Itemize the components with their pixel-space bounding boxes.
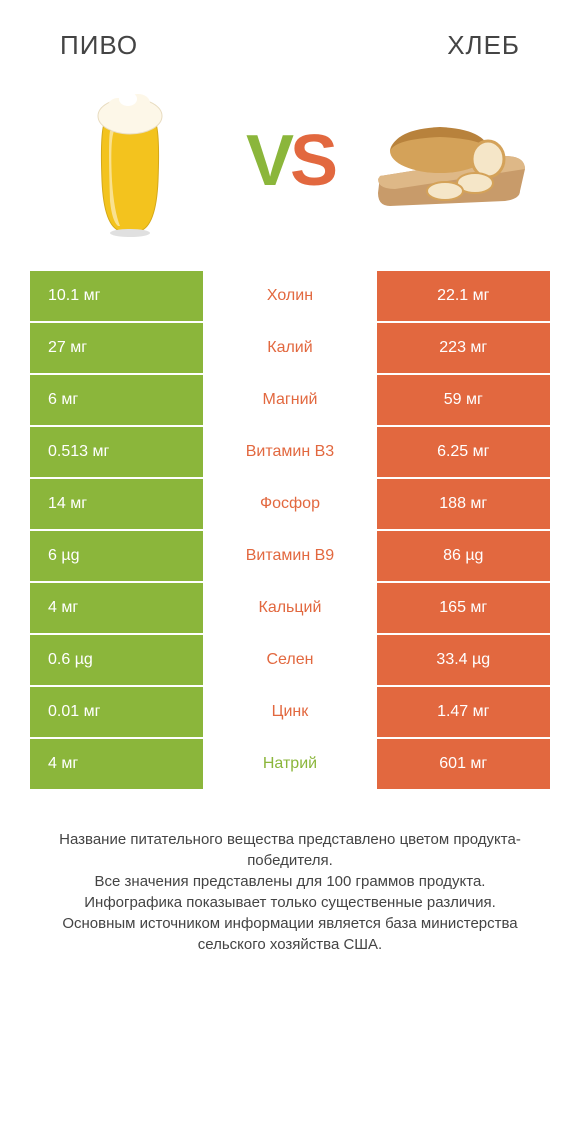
nutrient-row: 4 мгКальций165 мг — [30, 583, 550, 633]
right-value-cell: 165 мг — [377, 583, 550, 633]
footer-line-2: Все значения представлены для 100 граммо… — [40, 871, 540, 892]
left-value-cell: 0.6 µg — [30, 635, 203, 685]
vs-s-letter: S — [290, 121, 334, 201]
nutrient-name-cell: Калий — [203, 323, 376, 373]
nutrient-row: 27 мгКалий223 мг — [30, 323, 550, 373]
nutrient-name-cell: Витамин B9 — [203, 531, 376, 581]
left-value-cell: 6 µg — [30, 531, 203, 581]
nutrient-name-cell: Селен — [203, 635, 376, 685]
nutrient-name-cell: Натрий — [203, 739, 376, 789]
vs-v-letter: V — [246, 121, 290, 201]
images-row: VS — [30, 81, 550, 271]
nutrient-row: 14 мгФосфор188 мг — [30, 479, 550, 529]
right-value-cell: 33.4 µg — [377, 635, 550, 685]
nutrient-table: 10.1 мгХолин22.1 мг27 мгКалий223 мг6 мгМ… — [30, 271, 550, 789]
right-title: ХЛЕБ — [447, 30, 520, 61]
nutrient-row: 0.513 мгВитамин B36.25 мг — [30, 427, 550, 477]
footer-text: Название питательного вещества представл… — [30, 829, 550, 955]
left-value-cell: 10.1 мг — [30, 271, 203, 321]
nutrient-row: 0.01 мгЦинк1.47 мг — [30, 687, 550, 737]
left-value-cell: 4 мг — [30, 583, 203, 633]
left-title: ПИВО — [60, 30, 138, 61]
nutrient-name-cell: Цинк — [203, 687, 376, 737]
footer-line-1: Название питательного вещества представл… — [40, 829, 540, 871]
nutrient-row: 6 мгМагний59 мг — [30, 375, 550, 425]
right-value-cell: 22.1 мг — [377, 271, 550, 321]
nutrient-name-cell: Холин — [203, 271, 376, 321]
nutrient-row: 6 µgВитамин B986 µg — [30, 531, 550, 581]
right-value-cell: 86 µg — [377, 531, 550, 581]
footer-line-4: Основным источником информации является … — [40, 913, 540, 955]
left-value-cell: 0.01 мг — [30, 687, 203, 737]
left-value-cell: 27 мг — [30, 323, 203, 373]
nutrient-name-cell: Магний — [203, 375, 376, 425]
nutrient-name-cell: Фосфор — [203, 479, 376, 529]
right-value-cell: 223 мг — [377, 323, 550, 373]
left-value-cell: 6 мг — [30, 375, 203, 425]
right-value-cell: 1.47 мг — [377, 687, 550, 737]
nutrient-name-cell: Витамин B3 — [203, 427, 376, 477]
right-value-cell: 188 мг — [377, 479, 550, 529]
left-value-cell: 0.513 мг — [30, 427, 203, 477]
bread-image — [370, 81, 530, 241]
right-value-cell: 6.25 мг — [377, 427, 550, 477]
left-value-cell: 4 мг — [30, 739, 203, 789]
right-value-cell: 601 мг — [377, 739, 550, 789]
vs-label: VS — [246, 120, 334, 202]
nutrient-name-cell: Кальций — [203, 583, 376, 633]
nutrient-row: 10.1 мгХолин22.1 мг — [30, 271, 550, 321]
right-value-cell: 59 мг — [377, 375, 550, 425]
footer-line-3: Инфографика показывает только существенн… — [40, 892, 540, 913]
beer-image — [50, 81, 210, 241]
left-value-cell: 14 мг — [30, 479, 203, 529]
nutrient-row: 0.6 µgСелен33.4 µg — [30, 635, 550, 685]
nutrient-row: 4 мгНатрий601 мг — [30, 739, 550, 789]
